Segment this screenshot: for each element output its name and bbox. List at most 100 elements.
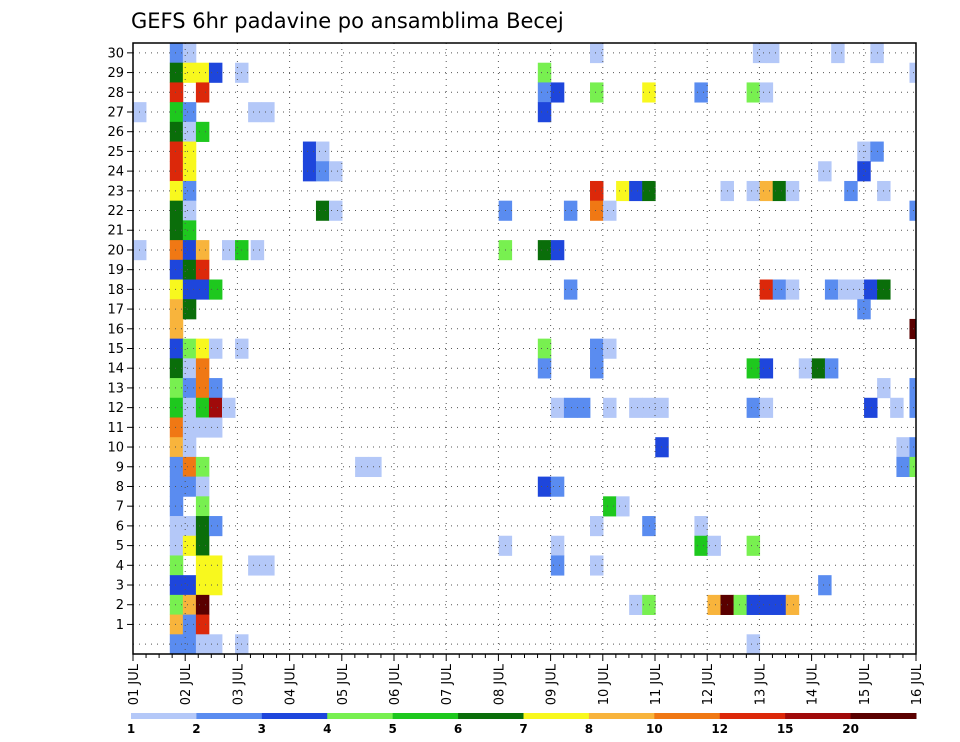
x-tick-label: 09 JUL — [545, 663, 560, 705]
heatmap-cell — [590, 43, 604, 64]
y-tick-label: 10 — [107, 441, 124, 456]
heatmap-cell — [694, 535, 708, 556]
y-tick-label: 17 — [107, 303, 124, 318]
heatmap-cell — [169, 594, 184, 615]
heatmap-cell — [537, 476, 552, 497]
x-tick-label: 15 JUL — [858, 663, 873, 705]
x-tick-label: 02 JUL — [179, 663, 194, 705]
y-tick-label: 7 — [116, 500, 124, 515]
heatmap-cell — [195, 279, 210, 300]
colorbar-label: 20 — [842, 722, 859, 736]
heatmap-cell — [169, 555, 184, 576]
heatmap-cell — [746, 397, 761, 418]
heatmap-cell — [831, 43, 845, 64]
heatmap-cell — [182, 594, 197, 615]
heatmap-cell — [329, 200, 343, 221]
heatmap-cell — [851, 279, 865, 300]
heatmap-cell — [182, 102, 197, 123]
y-tick-label: 28 — [107, 86, 124, 101]
y-tick-label: 9 — [116, 460, 124, 475]
heatmap-cell — [629, 180, 643, 202]
heatmap-cell — [182, 279, 197, 300]
heatmap-cell — [896, 437, 910, 458]
x-tick-label: 08 JUL — [492, 663, 507, 705]
heatmap-cell — [909, 437, 916, 458]
heatmap-cell — [694, 516, 708, 537]
heatmap-cell — [864, 279, 878, 300]
heatmap-cell — [890, 397, 904, 418]
colorbar-label: 6 — [454, 722, 462, 736]
colorbar-label: 3 — [258, 722, 266, 736]
heatmap-cell — [909, 200, 916, 221]
heatmap-cell — [537, 338, 552, 359]
heatmap-cell — [195, 417, 210, 438]
heatmap-cell — [208, 634, 223, 655]
y-tick-label: 6 — [116, 519, 124, 534]
heatmap-cell — [182, 338, 197, 359]
heatmap-cell — [195, 397, 210, 418]
heatmap-cell — [195, 634, 210, 655]
heatmap-cell — [169, 102, 184, 123]
heatmap-cell — [642, 397, 656, 418]
y-tick-label: 1 — [116, 618, 124, 633]
heatmap-cell — [857, 161, 871, 182]
colorbar-label: 12 — [711, 722, 728, 736]
colorbar-swatch — [327, 713, 394, 719]
heatmap-cell — [195, 378, 210, 399]
heatmap-cell — [811, 358, 826, 379]
heatmap-cell — [250, 240, 265, 261]
heatmap-cell — [182, 141, 197, 162]
heatmap-cell — [182, 259, 197, 280]
heatmap-cell — [896, 456, 910, 478]
y-tick-label: 30 — [107, 46, 124, 61]
heatmap-cell — [195, 259, 210, 280]
heatmap-cell — [169, 141, 184, 162]
heatmap-cell — [315, 200, 330, 221]
heatmap-cell — [302, 161, 317, 182]
y-tick-label: 12 — [107, 401, 124, 416]
heatmap-cell — [208, 575, 223, 596]
heatmap-cell — [208, 397, 223, 418]
heatmap-cell — [182, 634, 197, 655]
heatmap-cell — [169, 318, 184, 340]
y-tick-label: 4 — [116, 559, 124, 574]
colorbar-swatch — [196, 713, 263, 719]
heatmap-cell — [590, 516, 604, 537]
y-tick-label: 15 — [107, 342, 124, 357]
heatmap-cell — [616, 496, 630, 517]
y-tick-label: 29 — [107, 66, 124, 81]
colorbar-label: 1 — [127, 722, 135, 736]
heatmap-cell — [550, 397, 565, 418]
x-tick-label: 05 JUL — [336, 663, 351, 705]
y-tick-label: 18 — [107, 283, 124, 298]
x-tick-label: 01 JUL — [127, 663, 142, 705]
heatmap-cell — [642, 82, 656, 103]
heatmap-cell — [707, 535, 721, 556]
heatmap-cell — [169, 378, 184, 399]
heatmap-cell — [208, 62, 223, 83]
heatmap-cell — [759, 279, 774, 300]
heatmap-cell — [195, 555, 210, 576]
heatmap-cell — [248, 102, 262, 123]
heatmap-cell — [746, 634, 761, 655]
y-tick-label: 2 — [116, 598, 124, 613]
heatmap-cell — [195, 240, 210, 261]
heatmap-cell — [707, 594, 721, 615]
heatmap-cell — [302, 141, 317, 162]
heatmap-cell — [590, 338, 604, 359]
heatmap-cell — [208, 338, 223, 359]
heatmap-cell — [694, 82, 708, 103]
heatmap-cell — [603, 496, 617, 517]
heatmap-cell — [785, 180, 800, 202]
heatmap-cell — [182, 180, 197, 202]
heatmap-cell — [248, 555, 262, 576]
heatmap-cell — [169, 279, 184, 300]
heatmap-cell — [182, 397, 197, 418]
x-axis-ticks: 01 JUL 02 JUL 03 JUL 04 JUL 05 JUL 06 JUL 07 J… — [127, 654, 925, 705]
colorbar-label: 8 — [585, 722, 593, 736]
y-tick-label: 8 — [116, 480, 124, 495]
heatmap-cell — [169, 180, 184, 202]
heatmap-cell — [603, 200, 617, 221]
heatmap-cell — [746, 82, 761, 103]
colorbar-label: 7 — [519, 722, 527, 736]
